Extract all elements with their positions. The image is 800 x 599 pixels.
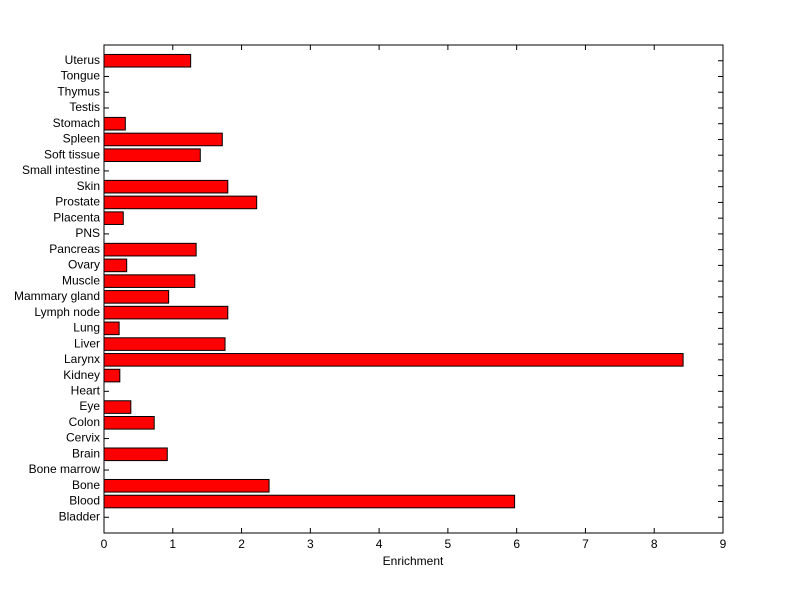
y-tick-label: Bone marrow xyxy=(29,462,101,476)
y-tick-label: Tongue xyxy=(61,69,101,83)
x-tick-label: 2 xyxy=(238,537,245,551)
bar xyxy=(103,53,192,68)
bar xyxy=(103,195,258,210)
x-tick-label: 5 xyxy=(445,537,452,551)
y-tick-label: Liver xyxy=(74,336,100,350)
bar xyxy=(103,337,226,351)
x-tick-label: 4 xyxy=(376,537,383,551)
bar xyxy=(103,242,197,257)
bar xyxy=(103,321,120,336)
y-tick-label: Lung xyxy=(73,321,100,335)
y-tick-label: Cervix xyxy=(66,431,100,445)
y-tick-label: Mammary gland xyxy=(14,289,100,303)
y-tick-label: Ovary xyxy=(68,258,100,272)
x-tick-label: 6 xyxy=(513,537,520,551)
y-tick-label: Muscle xyxy=(62,273,100,287)
bar xyxy=(103,416,155,430)
y-tick-label: Stomach xyxy=(53,116,100,130)
x-tick-label: 3 xyxy=(307,537,314,551)
x-tick-label: 8 xyxy=(651,537,658,551)
y-tick-label: Bone xyxy=(72,478,100,492)
bar xyxy=(103,211,124,225)
y-tick-label: Spleen xyxy=(63,132,100,146)
y-tick-label: Blood xyxy=(69,494,100,508)
y-tick-label: Small intestine xyxy=(22,163,100,177)
bar xyxy=(103,478,270,493)
bar xyxy=(103,494,516,509)
bar xyxy=(103,368,121,383)
bar xyxy=(103,132,223,147)
y-tick-label: Lymph node xyxy=(34,305,100,319)
y-tick-label: Colon xyxy=(69,415,100,429)
y-tick-label: Kidney xyxy=(63,368,100,382)
y-tick-label: Testis xyxy=(69,100,100,114)
bar xyxy=(103,290,170,304)
x-axis-label: Enrichment xyxy=(383,554,444,568)
x-tick-label: 9 xyxy=(720,537,727,551)
y-tick-label: Brain xyxy=(72,446,100,460)
y-tick-label: Uterus xyxy=(65,53,100,67)
y-tick-label: Skin xyxy=(77,179,100,193)
y-tick-label: PNS xyxy=(75,226,100,240)
bar xyxy=(103,400,132,414)
bar xyxy=(103,179,229,194)
x-tick-label: 0 xyxy=(101,537,108,551)
y-tick-label: Larynx xyxy=(64,352,100,366)
x-tick-label: 7 xyxy=(582,537,589,551)
x-tick-label: 1 xyxy=(169,537,176,551)
y-tick-label: Soft tissue xyxy=(44,147,100,161)
y-tick-label: Pancreas xyxy=(49,242,100,256)
bar xyxy=(103,116,126,131)
y-tick-label: Placenta xyxy=(53,210,100,224)
y-tick-label: Heart xyxy=(71,383,101,397)
bar xyxy=(103,447,168,462)
y-tick-label: Bladder xyxy=(59,509,100,523)
y-tick-label: Eye xyxy=(79,399,100,413)
y-tick-label: Thymus xyxy=(57,84,100,98)
bar xyxy=(103,305,229,320)
plot-area xyxy=(103,44,724,534)
bar xyxy=(103,274,196,288)
y-tick-label: Prostate xyxy=(55,195,100,209)
bar xyxy=(103,258,128,273)
bar xyxy=(103,148,201,162)
bar xyxy=(103,353,684,367)
